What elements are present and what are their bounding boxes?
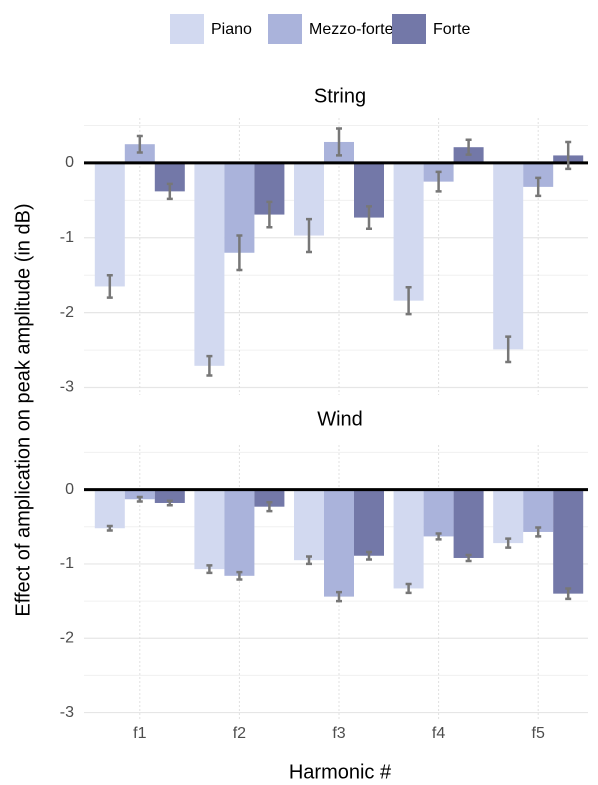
x-tick-label: f5 xyxy=(532,725,545,742)
y-tick-label: -1 xyxy=(60,555,74,572)
error-bar xyxy=(136,495,143,503)
bar xyxy=(493,489,524,544)
error-bar xyxy=(266,200,273,229)
bar xyxy=(154,489,185,503)
error-bar xyxy=(405,285,412,316)
bar xyxy=(553,489,584,594)
error-bar xyxy=(366,550,372,561)
legend-label: Mezzo-forte xyxy=(309,21,394,38)
x-tick-label: f2 xyxy=(233,725,246,742)
error-bar xyxy=(535,526,542,538)
error-bar xyxy=(306,555,312,566)
bar xyxy=(254,489,285,507)
bar xyxy=(124,489,155,500)
y-tick-label: -1 xyxy=(60,229,74,246)
legend-swatch xyxy=(392,14,426,44)
facet-title: String xyxy=(314,85,366,107)
facet-title: Wind xyxy=(317,408,363,430)
error-bar xyxy=(465,138,472,156)
x-axis-label: Harmonic # xyxy=(289,761,392,783)
bar xyxy=(294,489,324,561)
error-bar xyxy=(236,570,243,581)
bar xyxy=(493,162,524,350)
x-tick-label: f3 xyxy=(332,725,345,742)
error-bar xyxy=(106,273,113,299)
error-bar xyxy=(465,553,472,563)
error-bar xyxy=(136,134,143,154)
legend-swatch xyxy=(170,14,204,44)
error-bar xyxy=(366,205,372,231)
error-bar xyxy=(166,182,173,201)
error-bar xyxy=(336,590,342,603)
error-bar xyxy=(565,587,572,601)
y-tick-label: -2 xyxy=(60,304,74,321)
bar xyxy=(94,489,125,529)
bar xyxy=(194,162,225,366)
bar xyxy=(354,489,384,556)
error-bar xyxy=(236,234,243,272)
legend-label: Piano xyxy=(211,21,252,38)
y-tick-label: 0 xyxy=(65,481,74,498)
y-tick-label: -2 xyxy=(60,629,74,646)
error-bar xyxy=(405,582,412,595)
x-tick-label: f1 xyxy=(133,725,146,742)
error-bar xyxy=(336,127,342,157)
y-axis-label: Effect of amplication on peak amplitude … xyxy=(12,203,34,616)
bar xyxy=(94,162,125,287)
y-tick-label: -3 xyxy=(60,704,74,721)
error-bar xyxy=(565,140,572,171)
bar xyxy=(393,489,424,589)
error-bar xyxy=(306,217,312,254)
error-bar xyxy=(206,564,213,575)
error-bar xyxy=(535,176,542,198)
error-bar xyxy=(166,499,173,507)
y-tick-label: -3 xyxy=(60,379,74,396)
x-tick-label: f4 xyxy=(432,725,445,742)
bar xyxy=(523,162,554,187)
error-bar xyxy=(435,532,442,541)
legend-label: Forte xyxy=(433,21,470,38)
bar xyxy=(224,489,255,576)
bar xyxy=(523,489,554,532)
legend-swatch xyxy=(268,14,302,44)
error-bar xyxy=(505,335,512,364)
y-tick-label: 0 xyxy=(65,154,74,171)
error-bar xyxy=(106,524,113,532)
bar xyxy=(324,489,354,597)
bar xyxy=(453,489,484,558)
bar xyxy=(194,489,225,570)
error-bar xyxy=(266,500,273,513)
error-bar xyxy=(206,354,213,377)
error-bar xyxy=(435,170,442,193)
bar xyxy=(423,489,454,537)
error-bar xyxy=(505,537,512,549)
bar xyxy=(393,162,424,301)
